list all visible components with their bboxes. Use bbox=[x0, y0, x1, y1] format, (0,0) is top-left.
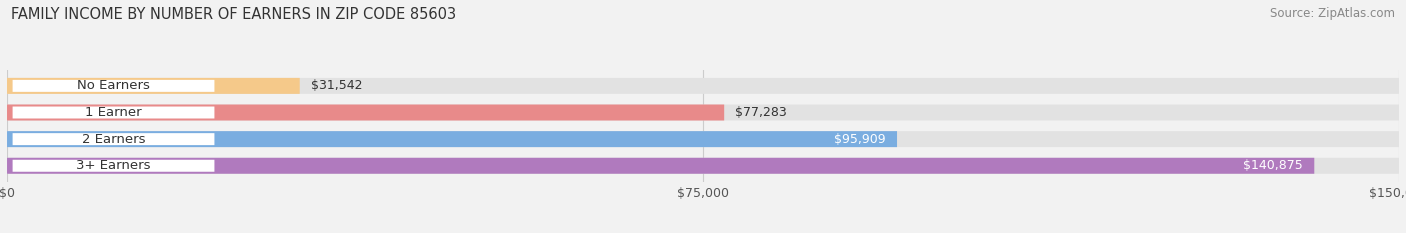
FancyBboxPatch shape bbox=[7, 158, 1315, 174]
FancyBboxPatch shape bbox=[7, 78, 299, 94]
FancyBboxPatch shape bbox=[7, 131, 897, 147]
Text: 2 Earners: 2 Earners bbox=[82, 133, 145, 146]
FancyBboxPatch shape bbox=[13, 106, 215, 119]
Text: FAMILY INCOME BY NUMBER OF EARNERS IN ZIP CODE 85603: FAMILY INCOME BY NUMBER OF EARNERS IN ZI… bbox=[11, 7, 457, 22]
FancyBboxPatch shape bbox=[13, 133, 215, 145]
Text: $77,283: $77,283 bbox=[735, 106, 787, 119]
FancyBboxPatch shape bbox=[13, 160, 215, 172]
FancyBboxPatch shape bbox=[7, 105, 1399, 120]
FancyBboxPatch shape bbox=[13, 80, 215, 92]
Text: Source: ZipAtlas.com: Source: ZipAtlas.com bbox=[1270, 7, 1395, 20]
Text: $31,542: $31,542 bbox=[311, 79, 363, 92]
FancyBboxPatch shape bbox=[7, 131, 1399, 147]
Text: 1 Earner: 1 Earner bbox=[86, 106, 142, 119]
Text: $95,909: $95,909 bbox=[834, 133, 886, 146]
FancyBboxPatch shape bbox=[7, 105, 724, 120]
FancyBboxPatch shape bbox=[7, 78, 1399, 94]
Text: $140,875: $140,875 bbox=[1243, 159, 1303, 172]
Text: No Earners: No Earners bbox=[77, 79, 150, 92]
FancyBboxPatch shape bbox=[7, 158, 1399, 174]
Text: 3+ Earners: 3+ Earners bbox=[76, 159, 150, 172]
